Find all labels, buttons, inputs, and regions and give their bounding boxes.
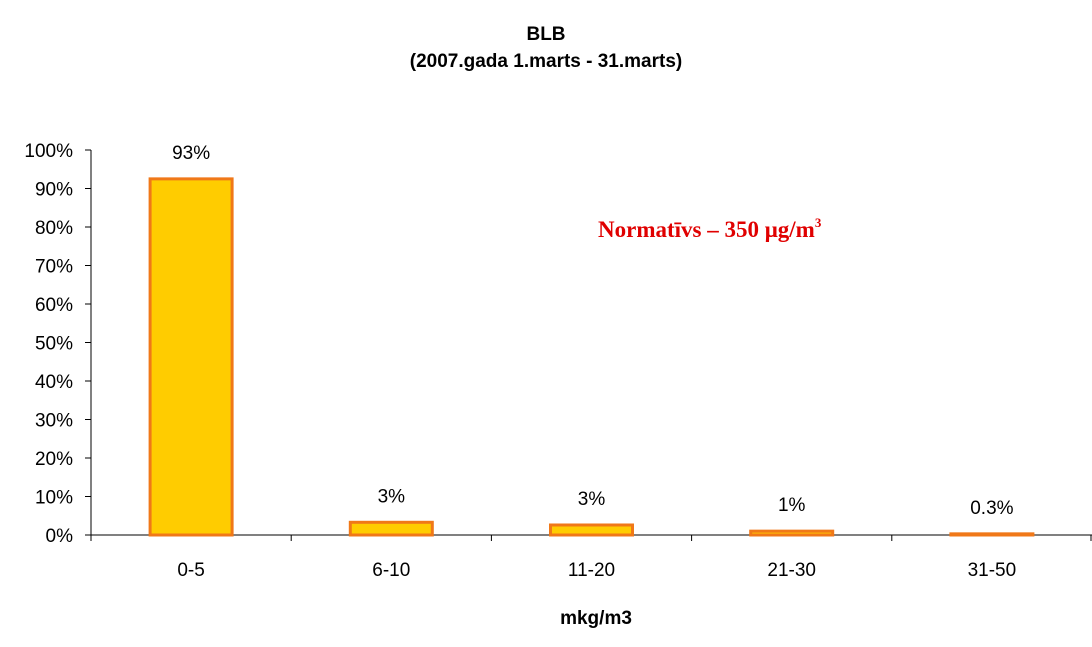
data-labels: 93% 3% 3% 1% 0.3%: [172, 143, 1014, 519]
y-tick-label: 60%: [35, 295, 73, 316]
x-axis-title: mkg/m3: [560, 608, 632, 629]
y-axis: 0% 10% 20% 30% 40% 50% 60% 70% 80% 90% 100%: [24, 141, 92, 547]
data-label: 1%: [778, 495, 806, 516]
y-tick-label: 90%: [35, 180, 73, 201]
x-axis: 0-5 6-10 11-20 21-30 31-50: [90, 534, 1092, 581]
annotation-main: Normatīvs – 350 μg/m: [598, 217, 815, 242]
bar: [749, 529, 835, 537]
x-tick-label: 31-50: [968, 560, 1017, 581]
chart-subtitle: (2007.gada 1.marts - 31.marts): [410, 51, 682, 72]
bar: [949, 532, 1035, 537]
x-tick-label: 0-5: [177, 560, 204, 581]
data-label: 0.3%: [970, 498, 1013, 519]
x-tick-label: 21-30: [767, 560, 816, 581]
data-label: 3%: [578, 489, 606, 510]
y-tick-label: 10%: [35, 488, 73, 509]
bar: [348, 520, 434, 537]
chart-title: BLB: [526, 24, 565, 45]
bars: [148, 177, 1035, 537]
data-label: 93%: [172, 143, 210, 164]
y-tick-label: 100%: [24, 141, 73, 162]
y-tick-label: 30%: [35, 411, 73, 432]
x-tick-label: 11-20: [568, 560, 615, 581]
y-tick-label: 50%: [35, 334, 73, 355]
data-label: 3%: [378, 486, 406, 507]
bar: [148, 177, 234, 537]
y-tick-label: 20%: [35, 449, 73, 470]
y-tick-label: 80%: [35, 218, 73, 239]
x-tick-label: 6-10: [372, 560, 410, 581]
annotation-text: Normatīvs – 350 μg/m3: [598, 215, 822, 242]
y-tick-label: 70%: [35, 257, 73, 278]
bar: [549, 523, 634, 537]
annotation-superscript: 3: [815, 215, 822, 230]
y-tick-label: 0%: [46, 526, 74, 547]
y-tick-label: 40%: [35, 372, 73, 393]
